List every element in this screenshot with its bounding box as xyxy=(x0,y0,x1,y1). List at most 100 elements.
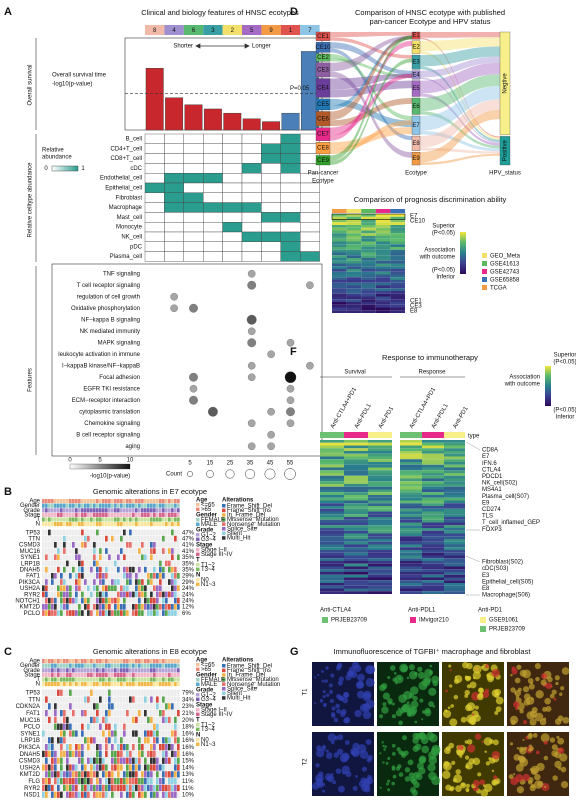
mutation-cell xyxy=(54,757,57,764)
mutation-cell xyxy=(90,791,93,798)
track-cell xyxy=(165,512,168,517)
track-cell xyxy=(66,503,69,508)
track-cell xyxy=(87,517,90,522)
if-signal xyxy=(449,684,453,688)
mutation-cell xyxy=(66,764,69,771)
track-cell xyxy=(171,663,174,668)
gene-percent: 21% xyxy=(182,711,195,717)
flow xyxy=(420,46,500,67)
mutation-cell xyxy=(153,529,156,536)
if-signal xyxy=(432,705,436,708)
mutation-cell xyxy=(63,723,66,730)
mutation-cell xyxy=(69,535,72,542)
track-cell xyxy=(147,677,150,682)
legend-swatch xyxy=(196,682,200,687)
mutation-cell xyxy=(69,778,72,785)
heat-cell xyxy=(320,514,344,517)
abundance-cell xyxy=(202,212,223,223)
legend-title: Alterations xyxy=(222,498,254,504)
track-cell xyxy=(99,512,102,517)
heat-cell xyxy=(422,470,444,473)
track-cell xyxy=(114,508,117,513)
track-cell xyxy=(174,522,177,527)
track-cell xyxy=(168,512,171,517)
mutation-cell xyxy=(72,696,75,703)
track-cell xyxy=(153,663,156,668)
node-label: E7 xyxy=(412,123,420,129)
mutation-cell xyxy=(114,597,117,604)
mutation-cell xyxy=(144,585,147,592)
mutation-cell xyxy=(51,696,54,703)
legend-swatch xyxy=(222,536,226,540)
heat-cell xyxy=(400,481,422,484)
mutation-cell xyxy=(138,730,141,737)
track-cell xyxy=(132,508,135,513)
mutation-cell xyxy=(66,689,69,696)
track-cell xyxy=(66,522,69,527)
mutation-cell xyxy=(132,548,135,554)
mutation-cell xyxy=(96,764,99,771)
heat-cell xyxy=(400,470,422,473)
track-cell xyxy=(171,672,174,677)
mutation-cell xyxy=(54,750,57,758)
track-cell xyxy=(57,677,60,682)
feature-dot xyxy=(247,373,256,382)
mutation-cell xyxy=(120,689,123,696)
mutation-cell xyxy=(81,784,84,792)
track-cell xyxy=(174,677,177,682)
heat-cell xyxy=(375,252,391,256)
legend-swatch xyxy=(196,727,200,732)
track-cell xyxy=(84,668,87,673)
heat-cell xyxy=(361,249,376,253)
row-label: ECM−receptor interaction xyxy=(72,398,140,404)
heat-cell xyxy=(422,511,444,515)
track-cell xyxy=(54,672,57,677)
heat-cell xyxy=(400,467,422,471)
heat-cell xyxy=(320,448,344,451)
if-signal xyxy=(387,698,393,704)
heat-cell xyxy=(344,583,368,586)
track-cell xyxy=(162,682,165,687)
mutation-cell xyxy=(162,696,165,703)
mutation-cell xyxy=(69,723,72,730)
heat-cell xyxy=(368,561,392,564)
track-cell xyxy=(90,672,93,677)
track-cell xyxy=(126,517,129,522)
track-cell xyxy=(120,682,123,687)
track-cell xyxy=(48,499,51,504)
row-label: regulation of cell growth xyxy=(77,294,140,300)
track-cell xyxy=(150,508,153,513)
mutation-cell xyxy=(42,689,45,696)
mutation-cell xyxy=(54,723,57,730)
mutation-cell xyxy=(162,771,165,778)
legend-text: Stage I~II xyxy=(201,547,227,553)
mutation-cell xyxy=(153,716,156,724)
track-cell xyxy=(150,522,153,527)
flow xyxy=(420,62,500,94)
mutation-cell xyxy=(102,710,105,717)
mutation-cell xyxy=(102,771,105,778)
mutation-cell xyxy=(93,723,96,730)
mutation-cell xyxy=(63,610,66,616)
flow xyxy=(330,35,412,121)
track-cell xyxy=(93,668,96,673)
row-label: Monocyte xyxy=(116,225,143,231)
mutation-cell xyxy=(69,744,72,751)
track-cell xyxy=(75,677,78,682)
node-label: E6 xyxy=(412,104,420,110)
mutation-cell xyxy=(48,597,51,604)
mutation-cell xyxy=(78,604,81,610)
mutation-cell xyxy=(147,791,150,798)
mutation-cell xyxy=(63,744,66,751)
track-cell xyxy=(123,512,126,517)
mutation-cell xyxy=(156,529,159,536)
mutation-cell xyxy=(102,716,105,724)
abundance-cell xyxy=(183,251,204,262)
if-signal xyxy=(460,716,467,723)
mutation-cell xyxy=(120,542,123,548)
mutation-cell xyxy=(153,750,156,758)
mutation-cell xyxy=(105,771,108,778)
mutation-cell xyxy=(168,529,171,536)
heat-cell xyxy=(368,497,392,501)
heat-cell xyxy=(320,459,344,462)
